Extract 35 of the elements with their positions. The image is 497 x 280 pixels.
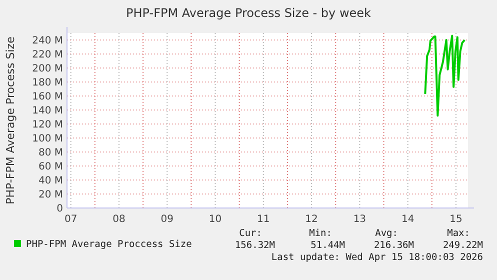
x-tick-label: 07 <box>64 214 78 225</box>
y-tick-label: 20 M <box>38 190 63 200</box>
text: Cur: <box>239 228 262 239</box>
y-tick-label: 120 M <box>32 120 63 130</box>
y-tick-label: 220 M <box>32 50 63 60</box>
text: 249.22M <box>442 240 484 251</box>
text: Max: <box>447 228 470 239</box>
y-tick-label: 160 M <box>32 92 63 102</box>
line-series <box>424 34 466 117</box>
y-tick-label: 200 M <box>32 64 63 74</box>
x-tick-label: 13 <box>353 214 366 225</box>
text: Min: <box>309 228 332 239</box>
x-tick-label: 14 <box>401 214 414 225</box>
chart-title: PHP-FPM Average Process Size - by week <box>126 6 372 20</box>
legend-label: PHP-FPM Average Proccess Size <box>26 239 192 250</box>
y-tick-label: 140 M <box>32 106 63 116</box>
text: Avg: <box>375 228 398 239</box>
x-tick-label: 11 <box>257 214 270 225</box>
y-tick-label: 40 M <box>38 176 63 186</box>
x-tick-label: 08 <box>112 214 126 225</box>
text: 156.32M <box>234 240 276 251</box>
y-tick-label: 60 M <box>38 162 63 172</box>
y-tick-label: 180 M <box>32 78 63 88</box>
x-tick-label: 10 <box>208 214 222 225</box>
text: 216.36M <box>374 240 414 251</box>
x-tick-label: 15 <box>450 214 462 225</box>
y-tick-label: 0 <box>56 204 63 214</box>
y-tick-label: 240 M <box>32 36 63 46</box>
y-tick-label: 100 M <box>32 134 63 144</box>
text: 51.44M <box>310 240 346 251</box>
y-tick-label: 80 M <box>38 148 63 158</box>
text: Last update: Wed Apr 15 18:00:03 2026 <box>271 252 484 263</box>
x-tick-label: 12 <box>305 214 318 225</box>
x-tick-label: 09 <box>160 214 174 225</box>
y-axis-title: PHP-FPM Average Process Size <box>4 36 17 204</box>
